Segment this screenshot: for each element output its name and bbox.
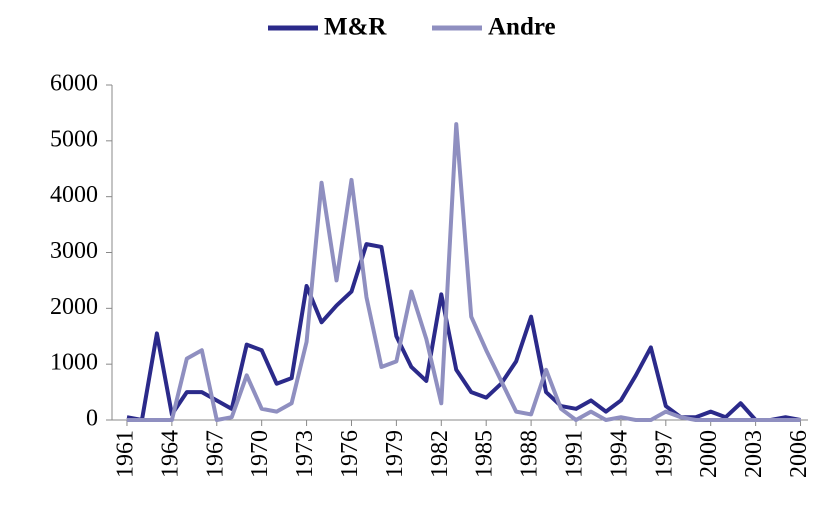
y-tick-label: 0 <box>86 406 98 432</box>
x-tick-label: 2006 <box>786 430 812 478</box>
x-tick-label: 1979 <box>382 430 408 478</box>
y-tick-label: 6000 <box>50 71 98 97</box>
x-tick-label: 2000 <box>696 430 722 478</box>
series-line <box>126 242 801 422</box>
legend-label: Andre <box>488 14 556 41</box>
x-tick-label: 1976 <box>337 430 363 478</box>
x-tick-label: 1985 <box>472 430 498 478</box>
x-tick-label: 2003 <box>741 430 767 478</box>
x-tick-label: 1991 <box>562 430 588 478</box>
x-tick-label: 1973 <box>292 430 318 478</box>
y-tick-label: 4000 <box>50 182 98 208</box>
x-tick-label: 1970 <box>247 430 273 478</box>
x-tick-label: 1982 <box>427 430 453 478</box>
x-tick-label: 1964 <box>157 430 183 478</box>
x-tick-label: 1994 <box>606 430 632 478</box>
x-tick-label: 1997 <box>651 430 677 478</box>
y-tick-label: 5000 <box>50 126 98 152</box>
y-tick-label: 2000 <box>50 294 98 320</box>
y-tick-label: 3000 <box>50 238 98 264</box>
x-tick-label: 1988 <box>517 430 543 478</box>
legend-label: M&R <box>324 14 387 41</box>
x-tick-label: 1967 <box>202 430 228 478</box>
series-line <box>126 122 801 422</box>
x-tick-label: 1961 <box>112 430 138 478</box>
y-tick-label: 1000 <box>50 350 98 376</box>
